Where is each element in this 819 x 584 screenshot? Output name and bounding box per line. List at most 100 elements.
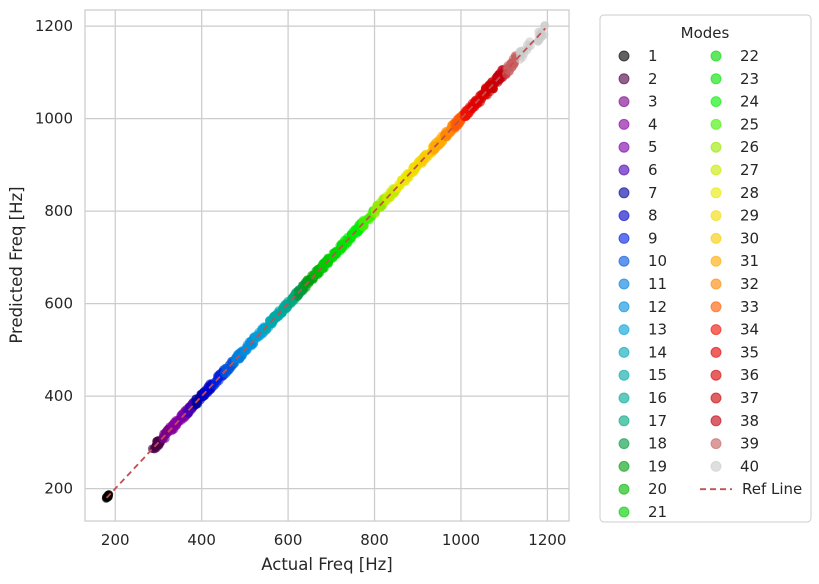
legend-marker: [710, 255, 722, 267]
legend-label: 36: [740, 366, 759, 384]
legend-label: 5: [648, 138, 658, 156]
legend-marker: [618, 164, 630, 176]
grid: [85, 10, 569, 521]
legend-label: 8: [648, 207, 658, 225]
legend-label: 40: [740, 457, 759, 475]
legend-marker: [710, 50, 722, 62]
legend-label: 18: [648, 435, 667, 453]
legend-label: 26: [740, 138, 759, 156]
legend-label: 15: [648, 366, 667, 384]
scatter-point: [328, 248, 338, 258]
scatter-point: [232, 351, 241, 361]
y-tick-label: 400: [44, 387, 73, 405]
scatter-point: [436, 139, 446, 148]
legend-label: 17: [648, 412, 667, 430]
legend-marker: [618, 210, 630, 222]
legend-label: 31: [740, 252, 759, 270]
legend-marker: [710, 392, 722, 404]
y-tick-label: 200: [44, 480, 73, 498]
legend-label: 2: [648, 70, 658, 88]
legend-label: 25: [740, 115, 759, 133]
legend-marker: [618, 118, 630, 130]
scatter-point: [340, 241, 350, 251]
legend-label: 33: [740, 298, 759, 316]
legend-marker: [618, 96, 630, 108]
scatter-point: [441, 129, 450, 138]
legend-marker: [710, 141, 722, 153]
legend-label: 3: [648, 93, 658, 111]
legend-marker: [710, 96, 722, 108]
plot-frame: [84, 9, 570, 522]
legend-marker: [618, 483, 630, 495]
legend: Modes 1234567891011121314151617181920212…: [599, 14, 812, 523]
legend-marker: [710, 415, 722, 427]
legend-marker: [710, 278, 722, 290]
x-tick-label: 600: [274, 531, 303, 549]
scatter-point: [485, 82, 495, 91]
legend-marker: [710, 164, 722, 176]
ref-line: [105, 27, 546, 499]
legend-label: 16: [648, 389, 667, 407]
scatter-point: [420, 151, 430, 160]
legend-label: 30: [740, 229, 759, 247]
legend-marker: [710, 73, 722, 85]
legend-label: 9: [648, 229, 658, 247]
ref-line-group: [105, 27, 546, 499]
legend-label: 23: [740, 70, 759, 88]
legend-marker: [710, 187, 722, 199]
legend-marker: [618, 460, 630, 472]
legend-marker: [618, 255, 630, 267]
legend-label: 28: [740, 184, 759, 202]
legend-label: 19: [648, 457, 667, 475]
legend-label: 12: [648, 298, 667, 316]
legend-marker: [618, 301, 630, 313]
legend-label: 32: [740, 275, 759, 293]
legend-label: 11: [648, 275, 667, 293]
legend-marker: [618, 415, 630, 427]
y-tick-label: 800: [44, 202, 73, 220]
x-tick-label: 800: [360, 531, 389, 549]
legend-label: 22: [740, 47, 759, 65]
legend-label: 10: [648, 252, 667, 270]
scatter-point: [395, 181, 405, 190]
legend-marker: [618, 232, 630, 244]
legend-title: Modes: [681, 24, 730, 42]
y-tick-label: 1000: [35, 110, 73, 128]
legend-marker: [618, 278, 630, 290]
legend-marker: [710, 210, 722, 222]
scatter-point: [504, 67, 514, 76]
legend-label: 35: [740, 343, 759, 361]
legend-marker: [618, 73, 630, 85]
legend-box: [599, 14, 812, 523]
legend-label: 38: [740, 412, 759, 430]
legend-marker: [710, 369, 722, 381]
legend-label: 39: [740, 435, 759, 453]
legend-marker: [710, 460, 722, 472]
legend-marker: [618, 392, 630, 404]
tick-labels: 200 400 600 800 1000 1200 200 400 600 800 1000 1200: [35, 17, 567, 549]
legend-label: 37: [740, 389, 759, 407]
y-tick-label: 1200: [35, 17, 73, 35]
legend-marker: [710, 301, 722, 313]
x-axis-label: Actual Freq [Hz]: [261, 555, 392, 574]
x-tick-label: 1200: [528, 531, 566, 549]
legend-label: 1: [648, 47, 658, 65]
legend-label: 7: [648, 184, 658, 202]
legend-marker: [618, 141, 630, 153]
legend-label: 4: [648, 115, 658, 133]
legend-marker: [710, 324, 722, 336]
legend-label: 21: [648, 503, 667, 521]
legend-marker: [618, 187, 630, 199]
legend-label: 14: [648, 343, 667, 361]
legend-label: 6: [648, 161, 658, 179]
legend-marker: [710, 118, 722, 130]
legend-marker: [618, 506, 630, 518]
legend-marker: [710, 232, 722, 244]
scatter-point: [409, 162, 418, 171]
x-tick-label: 200: [101, 531, 130, 549]
legend-label: 24: [740, 93, 759, 111]
scatter-point: [517, 47, 526, 56]
scatter-point: [191, 400, 201, 409]
legend-marker: [618, 438, 630, 450]
